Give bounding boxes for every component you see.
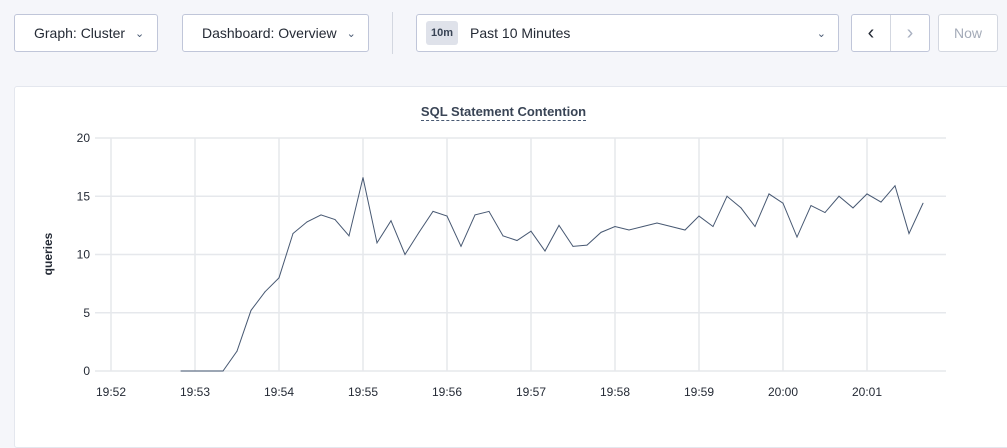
now-button[interactable]: Now [938,14,998,52]
dashboard-select[interactable]: Dashboard: Overview ⌄ [182,14,369,52]
x-tick-label: 20:01 [852,385,882,399]
x-tick-label: 19:59 [684,385,714,399]
x-tick-label: 19:52 [96,385,126,399]
chart-title-text: SQL Statement Contention [420,104,587,121]
chart-title[interactable]: SQL Statement Contention [0,104,1007,121]
x-tick-label: 19:54 [264,385,294,399]
time-range-select[interactable]: 10m Past 10 Minutes ⌄ [416,14,839,52]
time-range-label: Past 10 Minutes [470,25,571,41]
time-nav: ‹ › [851,14,930,52]
y-tick-label: 10 [77,248,91,262]
chevron-left-icon[interactable]: ‹ [852,15,891,51]
y-tick-label: 0 [83,364,90,378]
chevron-right-icon[interactable]: › [906,21,914,44]
graph-select-label: Graph: Cluster [34,25,126,41]
chevron-down-icon: ⌄ [346,27,356,40]
y-axis-label: queries [41,232,55,275]
y-tick-label: 15 [77,189,91,203]
x-tick-label: 19:53 [180,385,210,399]
x-tick-label: 19:56 [432,385,462,399]
x-tick-label: 19:58 [600,385,630,399]
line-chart: 0 5 10 15 20 19:52 19:53 19:54 19:55 19:56 19:57 19… [41,131,946,399]
dashboard-select-label: Dashboard: Overview [202,25,337,41]
y-tick-label: 20 [77,131,91,145]
series-line [181,177,924,372]
now-label: Now [953,25,982,41]
time-range-badge: 10m [426,21,459,45]
divider [392,12,393,54]
x-tick-label: 19:55 [348,385,378,399]
x-tick-label: 20:00 [768,385,798,399]
graph-select[interactable]: Graph: Cluster ⌄ [14,14,158,52]
y-tick-label: 5 [83,306,90,320]
x-tick-label: 19:57 [516,385,546,399]
chevron-down-icon: ⌄ [816,27,826,40]
chevron-down-icon: ⌄ [135,27,145,40]
